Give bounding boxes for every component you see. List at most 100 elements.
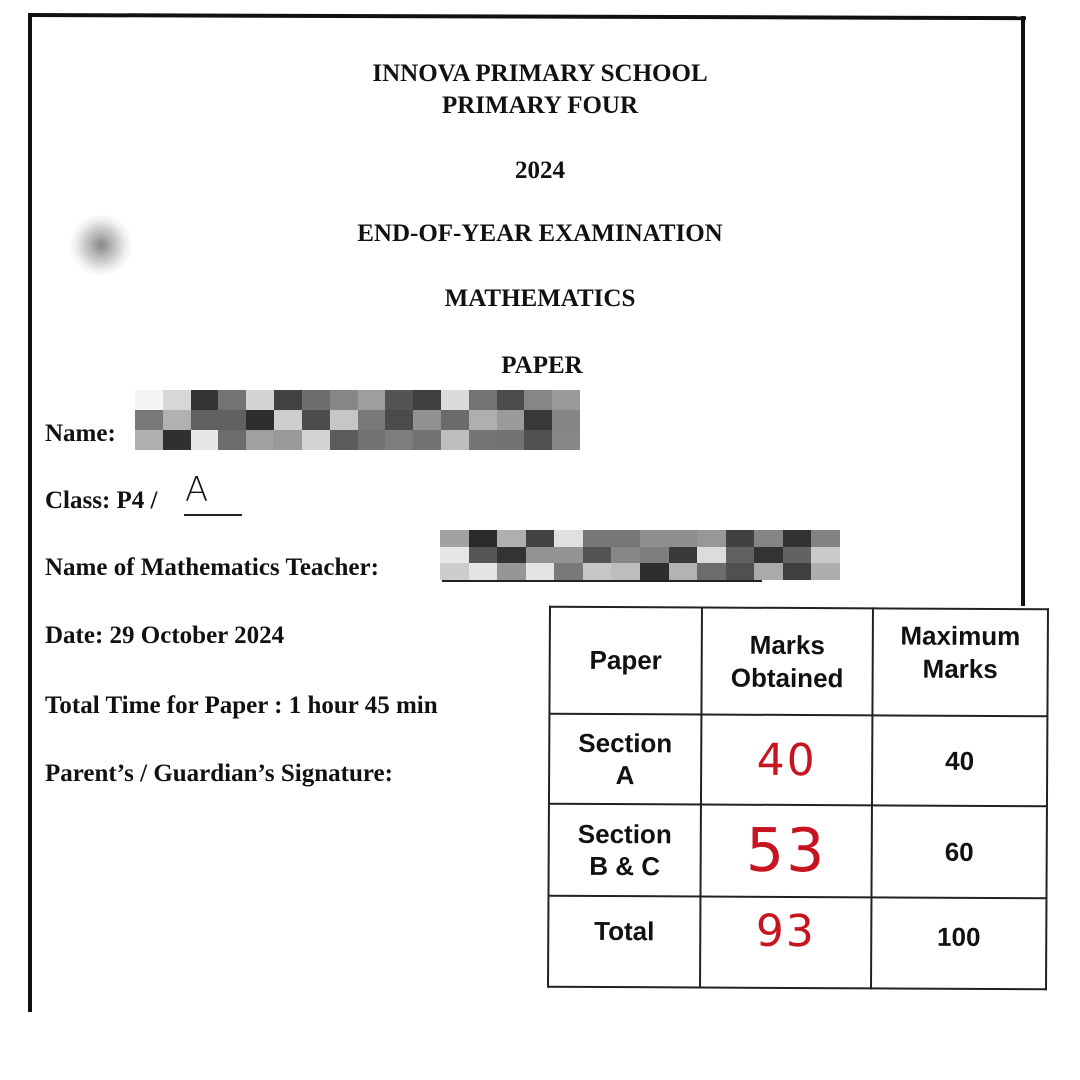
redaction-pixel [329, 430, 358, 450]
redaction-pixel [274, 390, 302, 410]
redaction-pixel [552, 430, 580, 450]
table-row: Section A 40 40 [548, 713, 1048, 807]
header-maximum-marks: Maximum Marks [872, 608, 1048, 717]
redaction-pixel [811, 546, 840, 564]
page-border-left [28, 14, 32, 1012]
redaction-pixel [246, 430, 275, 450]
row-paper: Total [548, 895, 701, 988]
redaction-pixel [274, 410, 302, 430]
redaction-pixel [468, 390, 497, 410]
time-allowed: Total Time for Paper : 1 hour 45 min [45, 692, 438, 719]
redaction-pixel [697, 563, 726, 580]
page-border-top [27, 13, 1026, 21]
redaction-pixel [524, 410, 553, 430]
row-maximum: 40 [871, 715, 1048, 807]
redacted-name [135, 390, 580, 450]
class-label: Class: P4 / [45, 487, 158, 514]
name-label: Name: [45, 420, 116, 447]
class-line [184, 514, 242, 516]
redaction-pixel [301, 410, 330, 430]
redaction-pixel [468, 430, 497, 450]
redaction-pixel [440, 410, 469, 430]
redaction-pixel [525, 546, 555, 564]
table-header-row: Paper Marks Obtained Maximum Marks [549, 606, 1048, 717]
header-paper: Paper [549, 606, 702, 715]
redaction-pixel [582, 530, 612, 547]
date: Date: 29 October 2024 [45, 622, 285, 649]
redaction-pixel [552, 390, 580, 410]
level: PRIMARY FOUR [441, 92, 639, 119]
redaction-pixel [468, 563, 498, 580]
redaction-pixel [135, 430, 163, 450]
row-marks-obtained: 53 [700, 804, 872, 898]
page-border-right [1021, 16, 1025, 606]
redaction-pixel [668, 530, 698, 547]
redaction-pixel [190, 430, 219, 450]
redaction-pixel [725, 563, 755, 580]
redaction-pixel [218, 410, 247, 430]
redaction-pixel [611, 563, 640, 580]
redaction-pixel [554, 563, 583, 580]
redaction-pixel [190, 410, 219, 430]
row-marks-obtained: 93 [700, 896, 872, 989]
redaction-pixel [782, 563, 812, 580]
redaction-pixel [582, 546, 612, 564]
redaction-pixel [440, 430, 469, 450]
redaction-pixel [524, 430, 553, 450]
teacher-label: Name of Mathematics Teacher: [45, 554, 379, 581]
ink-smudge [66, 215, 136, 275]
table-row: Section B & C 53 60 [548, 803, 1047, 899]
redaction-pixel [440, 390, 469, 410]
redaction-pixel [413, 410, 441, 430]
paper-label: PAPER [501, 352, 583, 379]
redaction-pixel [329, 410, 358, 430]
redaction-pixel [611, 546, 640, 564]
redaction-pixel [582, 563, 612, 580]
redaction-pixel [754, 530, 783, 547]
redaction-pixel [385, 390, 414, 410]
header-marks-obtained: Marks Obtained [701, 607, 873, 716]
redaction-pixel [329, 390, 358, 410]
signature-label: Parent’s / Guardian’s Signature: [45, 760, 393, 787]
redaction-pixel [246, 390, 275, 410]
redaction-pixel [274, 430, 302, 450]
redaction-pixel [357, 410, 386, 430]
year: 2024 [515, 157, 565, 184]
marks-table: Paper Marks Obtained Maximum Marks Section… [547, 606, 1049, 991]
exam-title: END-OF-YEAR EXAMINATION [357, 220, 723, 247]
redaction-pixel [385, 430, 414, 450]
redaction-pixel [218, 390, 247, 410]
redaction-pixel [639, 530, 669, 547]
redaction-pixel [497, 546, 526, 564]
redaction-pixel [162, 430, 191, 450]
redaction-pixel [611, 530, 640, 547]
redacted-teacher-name [440, 530, 840, 580]
teacher-line [442, 580, 762, 582]
redaction-pixel [552, 410, 580, 430]
school-name: INNOVA PRIMARY SCHOOL [372, 60, 708, 87]
redaction-pixel [162, 410, 191, 430]
page-bottom-margin [0, 1012, 1080, 1080]
redaction-pixel [357, 390, 386, 410]
redaction-pixel [639, 563, 669, 580]
redaction-pixel [811, 563, 840, 580]
table-row: Total 93 100 [548, 895, 1047, 990]
redaction-pixel [725, 546, 755, 564]
redaction-pixel [554, 530, 583, 547]
redaction-pixel [190, 390, 219, 410]
redaction-pixel [782, 546, 812, 564]
redaction-pixel [162, 390, 191, 410]
redaction-pixel [468, 530, 498, 547]
redaction-pixel [754, 563, 783, 580]
redaction-pixel [301, 430, 330, 450]
redaction-pixel [524, 390, 553, 410]
row-marks-obtained: 40 [700, 714, 873, 806]
redaction-pixel [385, 410, 414, 430]
redaction-pixel [725, 530, 755, 547]
redaction-pixel [413, 430, 441, 450]
redaction-pixel [754, 546, 783, 564]
redaction-pixel [525, 530, 555, 547]
redaction-pixel [782, 530, 812, 547]
redaction-pixel [811, 530, 840, 547]
redaction-pixel [468, 410, 497, 430]
